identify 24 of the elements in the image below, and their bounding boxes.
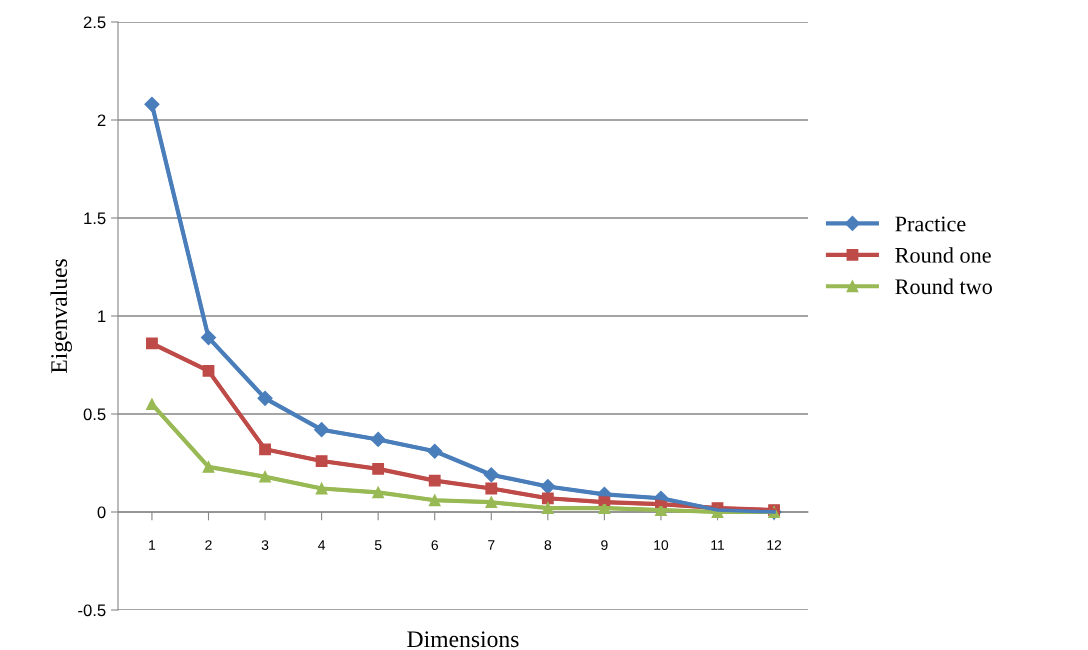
x-tick-label: 10 xyxy=(654,540,669,550)
x-tick-label: 9 xyxy=(601,540,608,550)
legend-label: Practice xyxy=(895,216,966,232)
y-tick-label: 2 xyxy=(97,114,106,127)
x-tick-label: 11 xyxy=(711,540,725,550)
y-tick-label: 1 xyxy=(98,310,106,323)
y-tick-label: 1.5 xyxy=(84,212,106,225)
x-tick-label: 4 xyxy=(318,540,326,550)
y-axis-title: Eigenvalues xyxy=(50,259,72,374)
x-tick-label: 7 xyxy=(488,540,495,550)
x-tick-label: 6 xyxy=(431,540,438,550)
x-tick-label: 12 xyxy=(767,540,782,550)
x-tick-label: 5 xyxy=(374,540,382,550)
y-tick-label: 0 xyxy=(97,506,106,519)
y-tick-label: 2.5 xyxy=(83,16,106,29)
x-tick-label: 3 xyxy=(261,540,269,550)
legend-label: Round two xyxy=(895,278,992,295)
y-tick-label: -0.5 xyxy=(78,604,106,617)
x-tick-label: 8 xyxy=(544,540,552,550)
x-tick-label: 2 xyxy=(205,540,212,550)
legend-label: Round one xyxy=(895,247,991,263)
x-tick-label: 1 xyxy=(149,540,156,550)
x-axis-title: Dimensions xyxy=(407,631,519,648)
y-tick-label: 0.5 xyxy=(83,408,106,421)
